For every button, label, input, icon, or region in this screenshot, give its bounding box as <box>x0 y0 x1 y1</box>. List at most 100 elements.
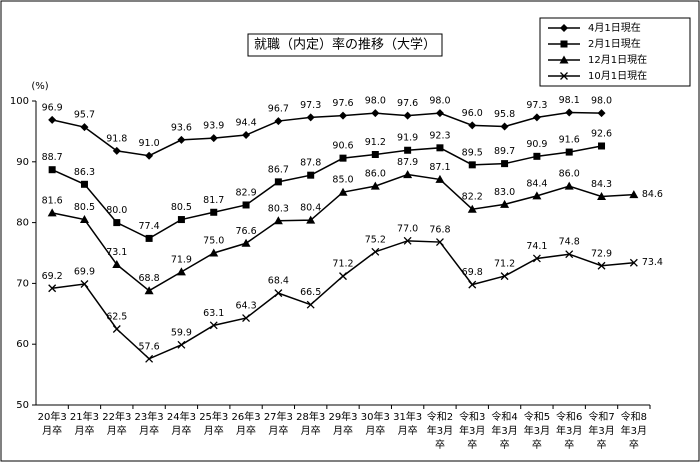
x-tick-label: 令和6 年3月卒 <box>556 410 582 451</box>
data-label: 62.5 <box>106 312 127 323</box>
point-marker <box>48 166 56 174</box>
x-tick-label: 令和3 年3月卒 <box>459 410 485 451</box>
x-tick-label: 25年3 月卒 <box>199 410 228 437</box>
point-marker <box>564 181 574 190</box>
data-label: 69.9 <box>74 267 95 278</box>
data-label: 87.8 <box>300 158 321 169</box>
point-marker <box>112 146 121 155</box>
data-label: 80.0 <box>106 205 127 216</box>
data-label: 97.6 <box>397 98 418 109</box>
point-marker <box>435 174 445 183</box>
point-marker <box>210 208 218 216</box>
data-label: 84.6 <box>642 189 663 200</box>
y-tick-label: 70 <box>16 278 29 289</box>
data-label: 73.1 <box>106 247 127 258</box>
point-marker <box>597 191 607 200</box>
point-marker <box>274 117 283 126</box>
data-label: 98.0 <box>429 96 450 107</box>
data-label: 91.6 <box>559 135 580 146</box>
point-marker <box>79 215 89 224</box>
data-label: 93.9 <box>203 121 224 132</box>
data-label: 91.2 <box>365 137 386 148</box>
point-marker <box>629 190 639 199</box>
series-line <box>51 111 602 157</box>
data-label: 57.6 <box>139 341 160 352</box>
point-marker <box>435 109 444 118</box>
point-marker <box>242 201 250 209</box>
y-tick-label: 90 <box>16 157 29 168</box>
legend-label: 10月1日現在 <box>588 70 647 82</box>
data-label: 84.4 <box>526 178 547 189</box>
data-label: 90.6 <box>332 141 353 152</box>
data-label: 80.3 <box>268 203 289 214</box>
data-label: 91.9 <box>397 133 418 144</box>
data-label: 97.6 <box>332 98 353 109</box>
point-marker <box>532 113 541 122</box>
data-label: 74.1 <box>526 241 547 252</box>
x-tick-label: 30年3 月卒 <box>361 410 390 437</box>
data-label: 88.7 <box>42 152 63 163</box>
point-marker <box>47 208 57 217</box>
point-marker <box>48 115 57 124</box>
point-marker <box>306 300 315 309</box>
data-label: 74.8 <box>559 237 580 248</box>
point-marker <box>468 161 476 169</box>
legend-label: 4月1日現在 <box>588 22 641 34</box>
point-marker <box>565 250 574 259</box>
point-marker <box>371 109 380 118</box>
y-tick-label: 80 <box>16 218 29 229</box>
point-marker <box>176 267 186 276</box>
point-marker <box>436 144 444 152</box>
point-marker <box>403 111 412 120</box>
data-label: 80.5 <box>171 202 192 213</box>
data-label: 71.2 <box>494 259 515 270</box>
point-marker <box>209 134 218 143</box>
point-marker <box>209 248 219 257</box>
data-label: 77.0 <box>397 223 418 234</box>
chart-title: 就職（内定）率の推移（大学） <box>254 37 436 53</box>
data-label: 80.5 <box>74 202 95 213</box>
point-marker <box>338 187 348 196</box>
point-marker <box>532 254 541 263</box>
x-tick-label: 令和7 年3月卒 <box>588 410 614 451</box>
point-marker <box>145 354 154 363</box>
data-label: 75.0 <box>203 236 224 247</box>
point-marker <box>306 113 315 122</box>
point-marker <box>177 340 186 349</box>
point-marker <box>48 284 57 293</box>
data-label: 66.5 <box>300 287 321 298</box>
legend-label: 2月1日現在 <box>588 38 641 50</box>
x-tick-label: 24年3 月卒 <box>167 410 196 437</box>
point-marker <box>339 272 347 281</box>
point-marker <box>274 178 282 186</box>
point-marker <box>112 260 122 269</box>
x-tick-label: 26年3 月卒 <box>232 410 261 437</box>
data-label: 86.0 <box>365 169 386 180</box>
data-label: 98.0 <box>591 96 612 107</box>
data-label: 82.2 <box>462 192 483 203</box>
data-label: 69.2 <box>42 271 63 282</box>
point-marker <box>145 151 154 160</box>
data-label: 75.2 <box>365 234 386 245</box>
data-label: 59.9 <box>171 327 192 338</box>
data-label: 86.0 <box>559 169 580 180</box>
data-label: 68.8 <box>139 273 160 284</box>
point-marker <box>241 238 251 247</box>
point-marker <box>306 215 316 224</box>
x-tick-label: 令和8 年3月卒 <box>621 410 647 451</box>
point-marker <box>273 216 283 225</box>
point-marker <box>560 72 568 80</box>
data-label: 83.0 <box>494 187 515 198</box>
x-tick-label: 28年3 月卒 <box>296 410 325 437</box>
data-label: 87.9 <box>397 157 418 168</box>
data-label: 91.0 <box>139 138 160 149</box>
x-tick-label: 27年3 月卒 <box>264 410 293 437</box>
y-tick-label: 60 <box>16 339 29 350</box>
point-marker <box>500 199 510 208</box>
data-label: 97.3 <box>300 100 321 111</box>
data-label: 72.9 <box>591 248 612 259</box>
point-marker <box>403 170 413 179</box>
point-marker <box>371 247 380 256</box>
point-marker <box>597 261 606 270</box>
point-marker <box>339 111 347 120</box>
